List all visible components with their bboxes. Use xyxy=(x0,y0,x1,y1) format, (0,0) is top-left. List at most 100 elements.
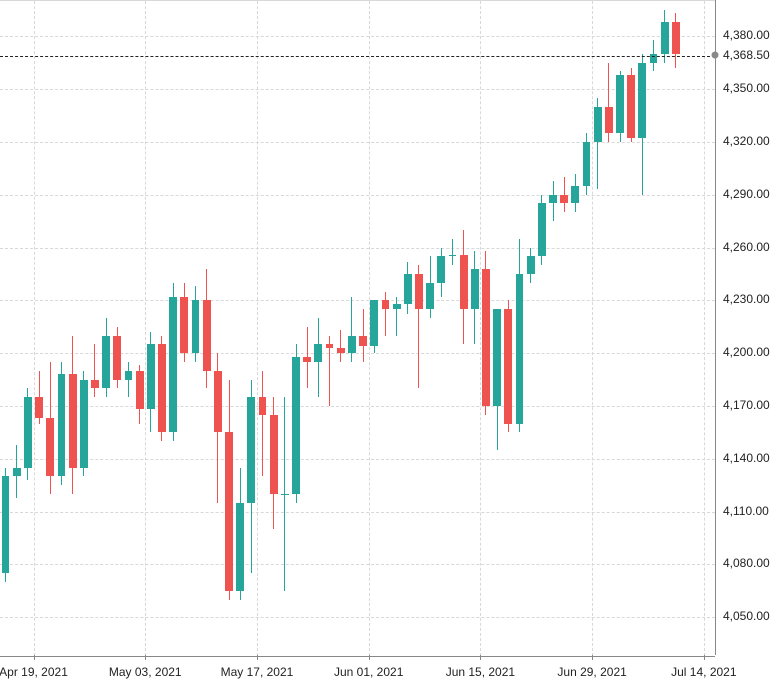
candle-body[interactable] xyxy=(393,304,401,309)
candle-body[interactable] xyxy=(415,274,423,309)
candle-body[interactable] xyxy=(437,256,445,282)
candle-body[interactable] xyxy=(493,309,501,406)
candle-body[interactable] xyxy=(337,348,345,353)
x-axis-tick xyxy=(704,655,705,660)
gridline-horizontal xyxy=(0,142,715,143)
gridline-horizontal xyxy=(0,248,715,249)
x-axis-label: Jun 29, 2021 xyxy=(557,665,626,679)
candle-body[interactable] xyxy=(314,344,322,362)
y-axis-label: 4,170.00 xyxy=(723,398,770,412)
candle-body[interactable] xyxy=(35,397,43,418)
candle-body[interactable] xyxy=(382,300,390,309)
candle-body[interactable] xyxy=(661,22,669,54)
x-axis-tick xyxy=(480,655,481,660)
x-axis-label: Jul 14, 2021 xyxy=(671,665,736,679)
y-axis-label: 4,260.00 xyxy=(723,240,770,254)
candle-body[interactable] xyxy=(348,336,356,354)
y-axis-label: 4,110.00 xyxy=(723,504,769,518)
candle-body[interactable] xyxy=(650,54,658,63)
candle-body[interactable] xyxy=(482,269,490,406)
gridline-horizontal xyxy=(0,195,715,196)
candle-wick xyxy=(396,297,397,336)
candle-body[interactable] xyxy=(672,22,680,54)
candle-body[interactable] xyxy=(627,75,635,138)
candle-body[interactable] xyxy=(281,494,289,495)
y-axis-label: 4,350.00 xyxy=(723,81,770,95)
candle-body[interactable] xyxy=(169,297,177,433)
gridline-horizontal xyxy=(0,459,715,460)
y-axis-label: 4,050.00 xyxy=(723,609,770,623)
candle-body[interactable] xyxy=(605,107,613,133)
gridline-vertical xyxy=(592,1,593,656)
y-axis-label: 4,200.00 xyxy=(723,345,770,359)
candle-body[interactable] xyxy=(516,274,524,424)
candle-body[interactable] xyxy=(203,300,211,370)
candle-body[interactable] xyxy=(125,371,133,380)
x-axis-label: May 03, 2021 xyxy=(109,665,182,679)
gridline-horizontal xyxy=(0,512,715,513)
y-axis-label: 4,230.00 xyxy=(723,292,770,306)
candle-body[interactable] xyxy=(91,380,99,389)
candle-body[interactable] xyxy=(69,374,77,467)
plot-area[interactable] xyxy=(0,0,715,657)
candle-body[interactable] xyxy=(638,63,646,139)
candle-body[interactable] xyxy=(370,300,378,346)
candle-body[interactable] xyxy=(527,256,535,274)
candlestick-chart[interactable]: 4,050.004,080.004,110.004,140.004,170.00… xyxy=(0,0,781,688)
candle-body[interactable] xyxy=(225,432,233,590)
candle-body[interactable] xyxy=(102,336,110,389)
candle-body[interactable] xyxy=(449,255,457,257)
candle-body[interactable] xyxy=(270,415,278,494)
candle-body[interactable] xyxy=(471,269,479,309)
candle-body[interactable] xyxy=(136,371,144,410)
candle-body[interactable] xyxy=(571,186,579,204)
candle-body[interactable] xyxy=(583,142,591,186)
gridline-vertical xyxy=(257,1,258,656)
candle-body[interactable] xyxy=(292,357,300,494)
gridline-vertical xyxy=(704,1,705,656)
candle-body[interactable] xyxy=(404,274,412,304)
x-axis-tick xyxy=(369,655,370,660)
candle-body[interactable] xyxy=(2,476,10,573)
candle-body[interactable] xyxy=(158,344,166,432)
current-price-line xyxy=(0,56,715,57)
y-axis-label: 4,290.00 xyxy=(723,187,770,201)
x-axis-label: May 17, 2021 xyxy=(221,665,294,679)
candle-body[interactable] xyxy=(326,344,334,348)
candle-body[interactable] xyxy=(560,195,568,204)
candle-body[interactable] xyxy=(616,75,624,133)
candle-body[interactable] xyxy=(549,195,557,204)
current-price-dot-icon xyxy=(712,52,719,59)
candle-body[interactable] xyxy=(538,203,546,256)
candle-body[interactable] xyxy=(46,418,54,476)
candle-body[interactable] xyxy=(214,371,222,433)
candle-body[interactable] xyxy=(24,397,32,467)
candle-body[interactable] xyxy=(192,300,200,353)
candle-wick xyxy=(385,292,386,336)
x-axis-label: Jun 01, 2021 xyxy=(334,665,403,679)
candle-body[interactable] xyxy=(460,255,468,310)
candle-body[interactable] xyxy=(13,468,21,477)
y-axis xyxy=(715,0,716,655)
candle-body[interactable] xyxy=(247,397,255,503)
candle-body[interactable] xyxy=(594,107,602,142)
candle-body[interactable] xyxy=(180,297,188,353)
x-axis-label: Jun 15, 2021 xyxy=(446,665,515,679)
candle-body[interactable] xyxy=(58,374,66,476)
candle-body[interactable] xyxy=(113,336,121,380)
candle-body[interactable] xyxy=(426,283,434,309)
candle-wick xyxy=(262,371,263,477)
candle-body[interactable] xyxy=(359,336,367,347)
y-axis-label: 4,140.00 xyxy=(723,451,770,465)
candle-wick xyxy=(340,330,341,362)
candle-body[interactable] xyxy=(504,309,512,423)
x-axis-tick xyxy=(34,655,35,660)
candle-body[interactable] xyxy=(147,344,155,409)
candle-body[interactable] xyxy=(259,397,267,415)
x-axis-label: Apr 19, 2021 xyxy=(0,665,68,679)
candle-body[interactable] xyxy=(80,380,88,468)
gridline-horizontal xyxy=(0,406,715,407)
candle-body[interactable] xyxy=(236,503,244,591)
x-axis-tick xyxy=(145,655,146,660)
candle-body[interactable] xyxy=(303,357,311,362)
